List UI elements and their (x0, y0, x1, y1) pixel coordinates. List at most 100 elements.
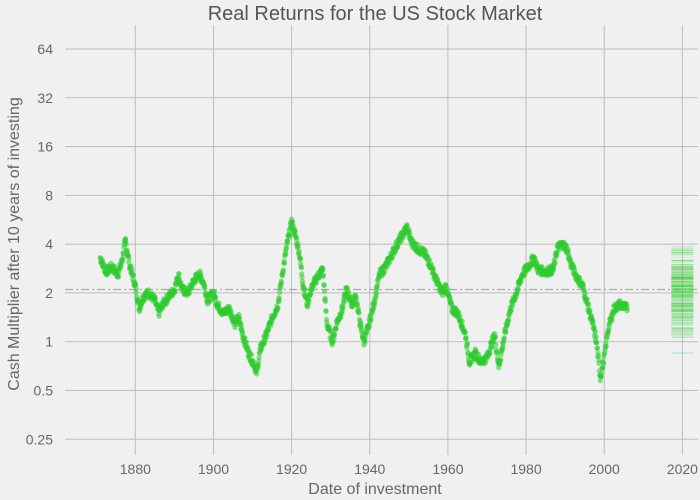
data-point (249, 352, 255, 358)
data-point (609, 317, 615, 323)
data-point (152, 296, 159, 302)
data-point (375, 281, 381, 287)
data-point (213, 295, 219, 301)
y-tick-label: 0.25 (26, 431, 53, 447)
data-point (580, 282, 587, 288)
data-point (236, 315, 243, 321)
y-tick-label: 0.5 (34, 383, 54, 399)
data-point (534, 260, 540, 266)
data-point (489, 344, 495, 350)
data-point (306, 299, 312, 305)
data-point (321, 288, 328, 294)
x-tick-label: 1880 (120, 461, 151, 477)
data-point (239, 329, 246, 336)
data-point (130, 272, 136, 279)
data-point (459, 318, 465, 324)
x-tick-label: 1960 (432, 461, 463, 477)
data-point (600, 365, 606, 371)
data-point (228, 308, 234, 314)
grid (65, 25, 698, 455)
data-point (283, 251, 289, 257)
data-point (320, 272, 327, 278)
data-point (126, 255, 132, 261)
data-point (333, 326, 339, 332)
data-point (498, 357, 504, 363)
x-axis-title: Date of investment (308, 481, 442, 498)
data-point (588, 313, 595, 319)
data-point (597, 378, 603, 384)
data-point (297, 255, 303, 261)
data-point (123, 241, 129, 247)
data-point (320, 266, 326, 272)
y-axis-title: Cash Multiplier after 10 years of invest… (6, 97, 23, 390)
y-tick-label: 8 (45, 187, 53, 203)
data-point (281, 260, 288, 266)
data-point (362, 337, 368, 343)
data-point (594, 345, 601, 351)
y-tick-label: 2 (45, 285, 53, 301)
data-point (133, 286, 139, 292)
data-point (457, 313, 463, 319)
data-point (592, 329, 598, 335)
data-point (510, 302, 516, 308)
x-tick-label: 1920 (276, 461, 307, 477)
data-point (186, 290, 192, 296)
data-point (255, 362, 261, 368)
data-point (501, 335, 507, 341)
data-point (463, 335, 469, 341)
data-point (363, 329, 370, 336)
x-tick-labels: 1880 1900 1920 1940 1960 1980 2000 2020 (120, 461, 698, 477)
y-tick-label: 32 (37, 90, 53, 106)
data-point (586, 301, 592, 307)
data-point (292, 229, 298, 235)
data-point (156, 313, 162, 319)
data-point (176, 271, 182, 277)
data-point (503, 329, 509, 335)
data-point (582, 290, 588, 296)
data-point (290, 219, 296, 225)
data-point (356, 310, 362, 316)
data-point (216, 300, 222, 306)
data-point (515, 286, 521, 292)
x-tick-label: 2000 (589, 461, 620, 477)
y-tick-label: 16 (37, 139, 53, 155)
x-tick-label: 1940 (354, 461, 385, 477)
data-point (366, 323, 373, 329)
data-point (302, 287, 308, 293)
chart-title: Real Returns for the US Stock Market (208, 3, 543, 25)
data-point (606, 325, 612, 331)
data-point (243, 339, 249, 345)
data-point (344, 284, 350, 291)
data-point (211, 289, 218, 295)
data-point (342, 298, 348, 304)
data-point (172, 288, 178, 294)
data-point (601, 360, 607, 367)
data-points (97, 216, 630, 384)
y-tick-label: 1 (45, 334, 53, 350)
data-point (202, 286, 208, 292)
data-point (296, 248, 302, 254)
data-point (556, 247, 562, 253)
data-point (278, 280, 285, 286)
data-point (493, 342, 499, 348)
y-tick-labels: 0.25 0.5 1 2 4 8 16 32 64 (26, 41, 53, 447)
data-point (494, 350, 500, 357)
data-point (256, 354, 262, 361)
data-point (322, 298, 329, 305)
data-point (242, 335, 248, 341)
data-point (492, 334, 499, 340)
x-tick-label: 1900 (198, 461, 229, 477)
data-point (434, 276, 441, 282)
data-point (308, 290, 314, 297)
data-point (624, 306, 630, 312)
data-point (464, 341, 471, 347)
data-point (299, 274, 305, 280)
data-point (593, 334, 599, 340)
data-point (487, 349, 493, 356)
data-point (565, 248, 571, 254)
data-point (552, 260, 558, 266)
data-point (295, 243, 301, 249)
data-point (374, 290, 380, 296)
y-tick-label: 4 (45, 236, 53, 252)
